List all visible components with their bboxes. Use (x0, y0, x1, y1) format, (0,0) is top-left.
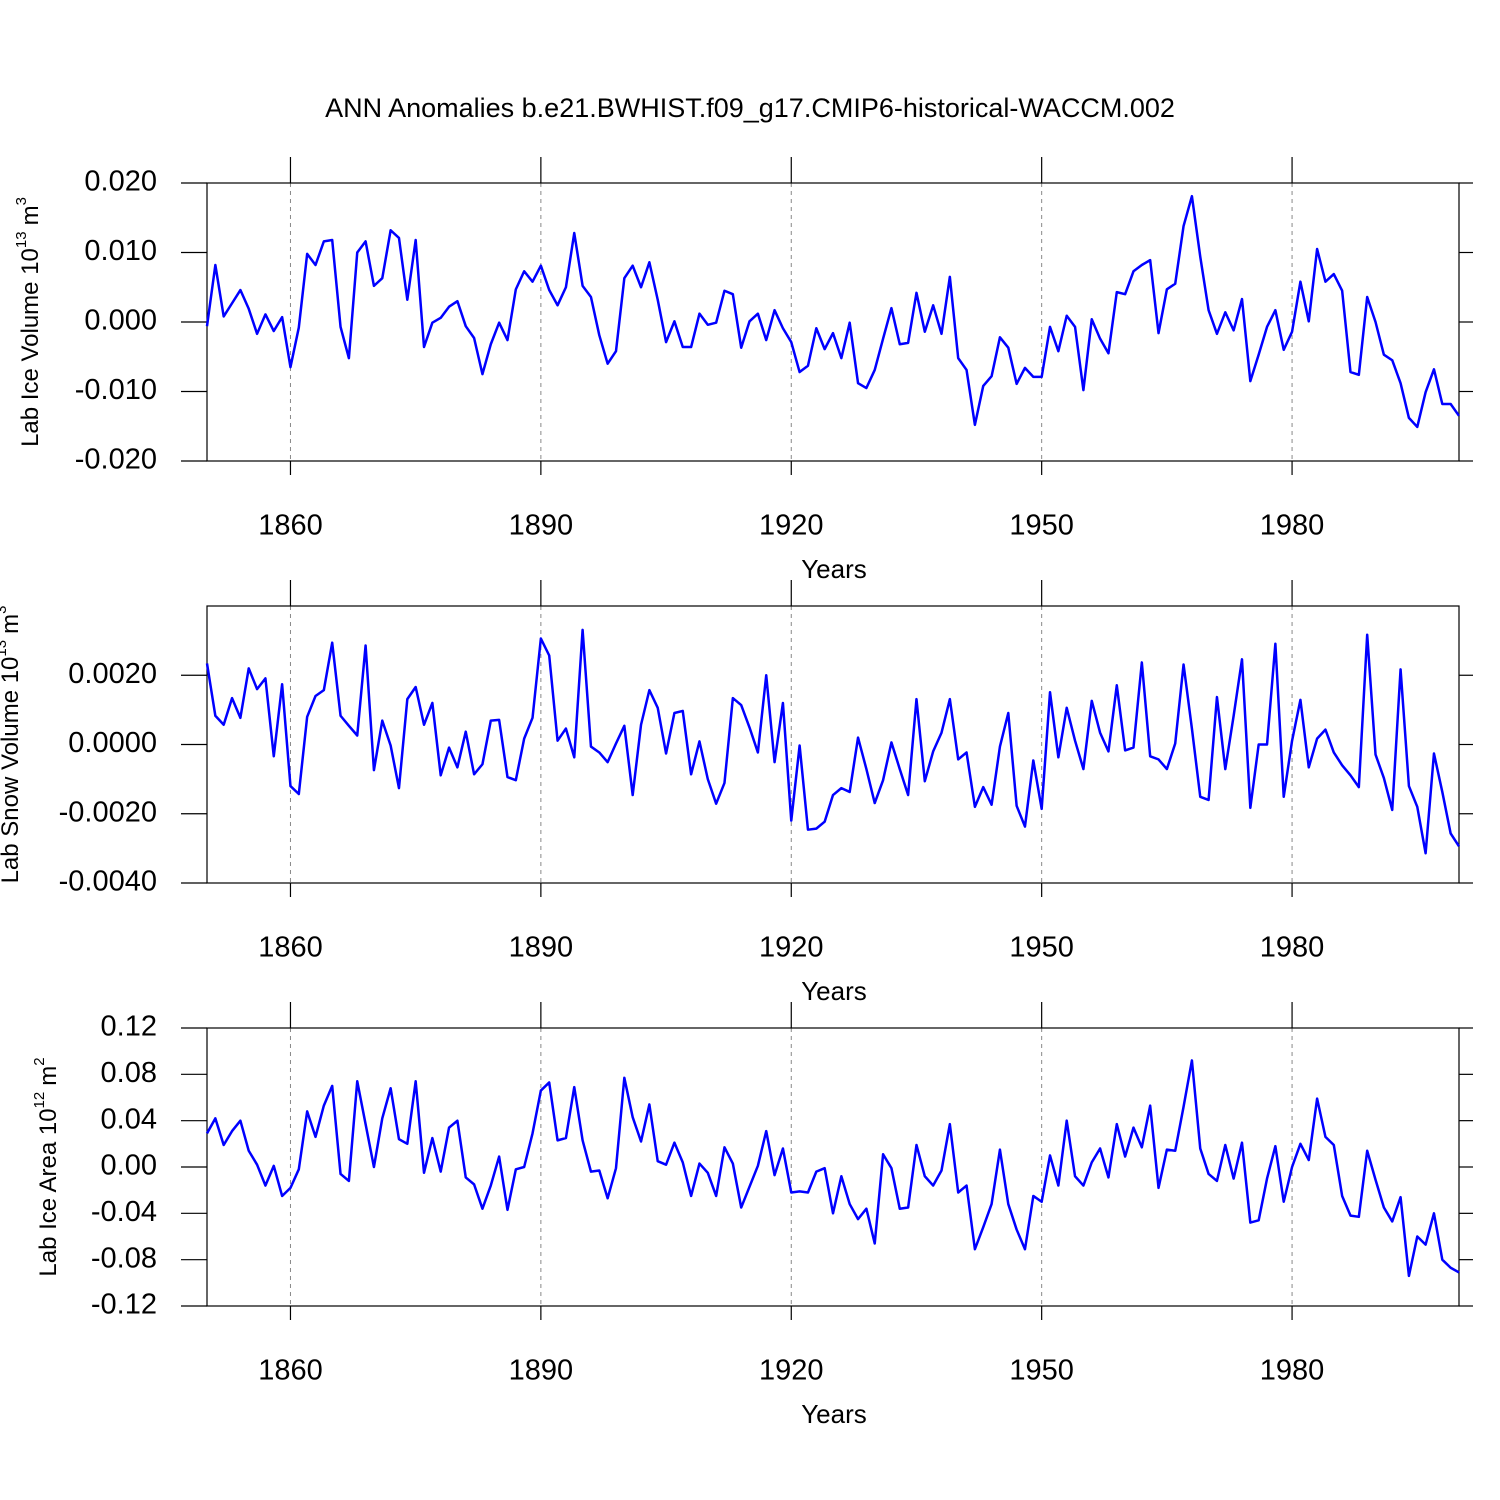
y-tick-label: 0.08 (101, 1057, 157, 1089)
y-axis-label-exp: 13 (13, 231, 30, 248)
y-tick-label: -0.020 (75, 444, 157, 476)
x-axis-label: Years (801, 554, 867, 584)
y-axis-label: Lab Ice Area 1012 m2 (31, 1057, 62, 1276)
plot-frame (206, 605, 1460, 884)
y-axis-label-unit: m (17, 205, 44, 225)
x-tick-label: 1920 (759, 510, 824, 542)
x-tick-label: 1920 (759, 1355, 824, 1387)
y-tick-label: -0.08 (91, 1242, 157, 1274)
data-line (205, 1059, 1460, 1278)
x-tick-label: 1890 (509, 510, 574, 542)
y-axis-label-text: Lab Ice Area 10 (35, 1108, 62, 1276)
y-axis-label-unit-exp: 2 (31, 1057, 48, 1065)
y-tick-label: 0.00 (101, 1150, 157, 1182)
y-tick-label: 0.04 (101, 1103, 157, 1135)
y-tick-label: 0.0000 (68, 727, 157, 759)
plot-frame (206, 1027, 1460, 1307)
y-tick-label: 0.020 (84, 166, 157, 198)
x-tick-label: 1950 (1009, 510, 1074, 542)
x-tick-label: 1980 (1260, 1355, 1325, 1387)
y-axis-label-exp: 13 (0, 640, 10, 657)
x-tick-label: 1950 (1009, 932, 1074, 964)
x-tick-label: 1890 (509, 932, 574, 964)
data-line (205, 194, 1461, 429)
y-tick-label: 0.010 (84, 235, 157, 267)
y-axis-label-exp: 12 (31, 1092, 48, 1109)
chart-title: ANN Anomalies b.e21.BWHIST.f09_g17.CMIP6… (325, 93, 1175, 123)
y-axis-label-text: Lab Ice Volume 10 (17, 248, 44, 447)
x-tick-label: 1980 (1260, 932, 1325, 964)
y-tick-label: 0.12 (101, 1011, 157, 1043)
y-tick-label: 0.0020 (68, 658, 157, 690)
y-tick-label: -0.12 (91, 1289, 157, 1321)
data-line (205, 628, 1461, 855)
x-axis-label: Years (801, 976, 867, 1006)
y-axis-label-unit-exp: 3 (0, 606, 10, 614)
y-axis-label-unit-exp: 3 (13, 197, 30, 205)
y-tick-label: 0.000 (84, 305, 157, 337)
y-axis-label-unit: m (35, 1066, 62, 1086)
y-tick-label: -0.0040 (59, 866, 157, 898)
y-tick-label: -0.0020 (59, 796, 157, 828)
x-tick-label: 1860 (258, 510, 323, 542)
x-tick-label: 1980 (1260, 510, 1325, 542)
y-tick-label: -0.04 (91, 1196, 157, 1228)
x-tick-label: 1950 (1009, 1355, 1074, 1387)
x-tick-label: 1860 (258, 1355, 323, 1387)
y-axis-label-unit: m (0, 614, 24, 634)
y-tick-label: -0.010 (75, 374, 157, 406)
y-axis-label-text: Lab Snow Volume 10 (0, 657, 24, 884)
x-tick-label: 1920 (759, 932, 824, 964)
y-axis-label: Lab Snow Volume 1013 m3 (0, 606, 24, 884)
x-tick-label: 1890 (509, 1355, 574, 1387)
y-axis-label: Lab Ice Volume 1013 m3 (13, 197, 44, 447)
x-tick-label: 1860 (258, 932, 323, 964)
x-axis-label: Years (801, 1399, 867, 1429)
